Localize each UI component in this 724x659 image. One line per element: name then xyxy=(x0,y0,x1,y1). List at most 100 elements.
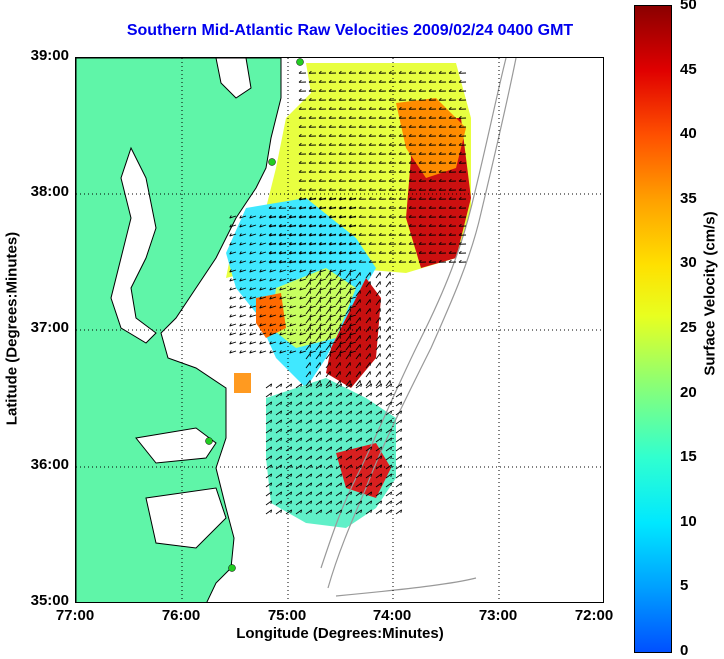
velocity-arrow-head xyxy=(320,410,323,415)
velocity-arrow-head xyxy=(318,160,322,164)
velocity-arrow-head xyxy=(328,124,332,128)
velocity-arrow xyxy=(269,296,277,300)
velocity-arrow xyxy=(229,314,237,318)
velocity-arrow-head xyxy=(338,106,342,110)
velocity-arrow-head xyxy=(330,383,333,388)
velocity-arrow-head xyxy=(338,160,342,164)
velocity-arrow-head xyxy=(438,142,442,146)
velocity-arrow xyxy=(385,371,391,378)
velocity-arrow xyxy=(385,401,392,407)
velocity-arrow xyxy=(315,383,322,389)
velocity-arrow-head xyxy=(398,88,402,92)
velocity-arrow-head xyxy=(418,115,422,119)
delaware-bay xyxy=(215,58,252,99)
velocity-arrow-head xyxy=(348,169,352,173)
map-plot-area[interactable] xyxy=(75,57,604,603)
velocity-arrow xyxy=(319,314,327,318)
velocity-arrow-head xyxy=(270,491,273,496)
velocity-arrow-head xyxy=(339,215,342,219)
land xyxy=(76,58,282,602)
velocity-arrow-head xyxy=(408,187,412,191)
velocity-arrow-head xyxy=(418,88,422,92)
velocity-arrow xyxy=(295,473,302,479)
velocity-arrow-head xyxy=(378,88,382,92)
velocity-arrow xyxy=(289,260,297,264)
velocity-arrow xyxy=(279,242,287,246)
velocity-arrow xyxy=(335,410,342,416)
velocity-arrow-head xyxy=(370,482,373,487)
velocity-arrow xyxy=(395,500,402,506)
velocity-arrow-head xyxy=(259,341,262,345)
velocity-arrow-head xyxy=(350,500,353,505)
velocity-arrow-head xyxy=(438,70,442,74)
velocity-arrow-head xyxy=(308,160,312,164)
velocity-arrow-head xyxy=(300,428,303,433)
velocity-arrow-head xyxy=(290,464,293,469)
xtick-label: 74:00 xyxy=(372,607,412,624)
velocity-arrow-head xyxy=(340,401,343,406)
velocity-arrow xyxy=(365,473,372,479)
velocity-arrow-head xyxy=(400,509,403,514)
velocity-arrow-head xyxy=(299,197,302,201)
velocity-arrow xyxy=(329,287,337,291)
velocity-arrow-head xyxy=(320,500,323,505)
velocity-arrow-head xyxy=(458,187,462,191)
velocity-arrow-head xyxy=(280,419,283,424)
velocity-arrow-head xyxy=(320,428,323,433)
velocity-arrow-head xyxy=(259,305,262,309)
velocity-arrow-head xyxy=(349,314,352,318)
velocity-arrow-head xyxy=(289,251,292,255)
velocity-arrow-head xyxy=(328,97,332,101)
velocity-arrow-head xyxy=(299,323,302,327)
velocity-arrow xyxy=(309,332,317,336)
velocity-arrow-head xyxy=(368,124,372,128)
velocity-arrow-head xyxy=(299,260,302,264)
velocity-arrow-head xyxy=(400,383,403,388)
velocity-arrow xyxy=(259,323,267,327)
velocity-arrow xyxy=(375,428,382,434)
velocity-arrow xyxy=(315,290,321,297)
velocity-arrow xyxy=(279,287,287,291)
velocity-arrow xyxy=(355,491,362,497)
velocity-arrow xyxy=(299,278,307,282)
velocity-arrow xyxy=(279,314,287,318)
velocity-arrow xyxy=(345,317,351,324)
velocity-arrow-head xyxy=(398,232,402,236)
velocity-arrow xyxy=(289,278,297,282)
velocity-arrow xyxy=(335,344,341,351)
velocity-arrow xyxy=(239,242,247,246)
velocity-arrow-head xyxy=(418,142,422,146)
velocity-arrow-head xyxy=(229,233,232,237)
velocity-arrow xyxy=(265,446,272,452)
velocity-arrow-head xyxy=(319,197,322,201)
velocity-arrow xyxy=(279,215,287,219)
velocity-arrow xyxy=(375,335,381,342)
velocity-arrow-head xyxy=(318,178,322,182)
velocity-arrow-head xyxy=(289,323,292,327)
velocity-arrow xyxy=(309,341,317,345)
velocity-arrow xyxy=(365,455,372,461)
velocity-arrow-head xyxy=(300,473,303,478)
velocity-arrow xyxy=(295,491,302,497)
velocity-arrow-head xyxy=(388,187,392,191)
velocity-arrow xyxy=(269,305,277,309)
velocity-arrow xyxy=(305,455,312,461)
velocity-arrow xyxy=(365,335,371,342)
velocity-arrow xyxy=(335,446,342,452)
velocity-arrow xyxy=(345,509,352,515)
velocity-arrow-head xyxy=(358,124,362,128)
velocity-arrow-head xyxy=(309,197,312,201)
velocity-arrow xyxy=(339,350,347,354)
velocity-arrow xyxy=(275,383,282,389)
velocity-arrow xyxy=(309,251,317,255)
velocity-arrow xyxy=(275,419,282,425)
velocity-arrow xyxy=(299,323,307,327)
velocity-arrow xyxy=(345,446,352,452)
velocity-arrow xyxy=(315,326,321,333)
velocity-arrow-head xyxy=(368,205,372,209)
velocity-arrow-head xyxy=(408,232,412,236)
velocity-arrow xyxy=(339,233,347,237)
velocity-arrow xyxy=(395,401,402,407)
velocity-arrow-head xyxy=(309,224,312,228)
velocity-arrow-head xyxy=(380,419,383,424)
